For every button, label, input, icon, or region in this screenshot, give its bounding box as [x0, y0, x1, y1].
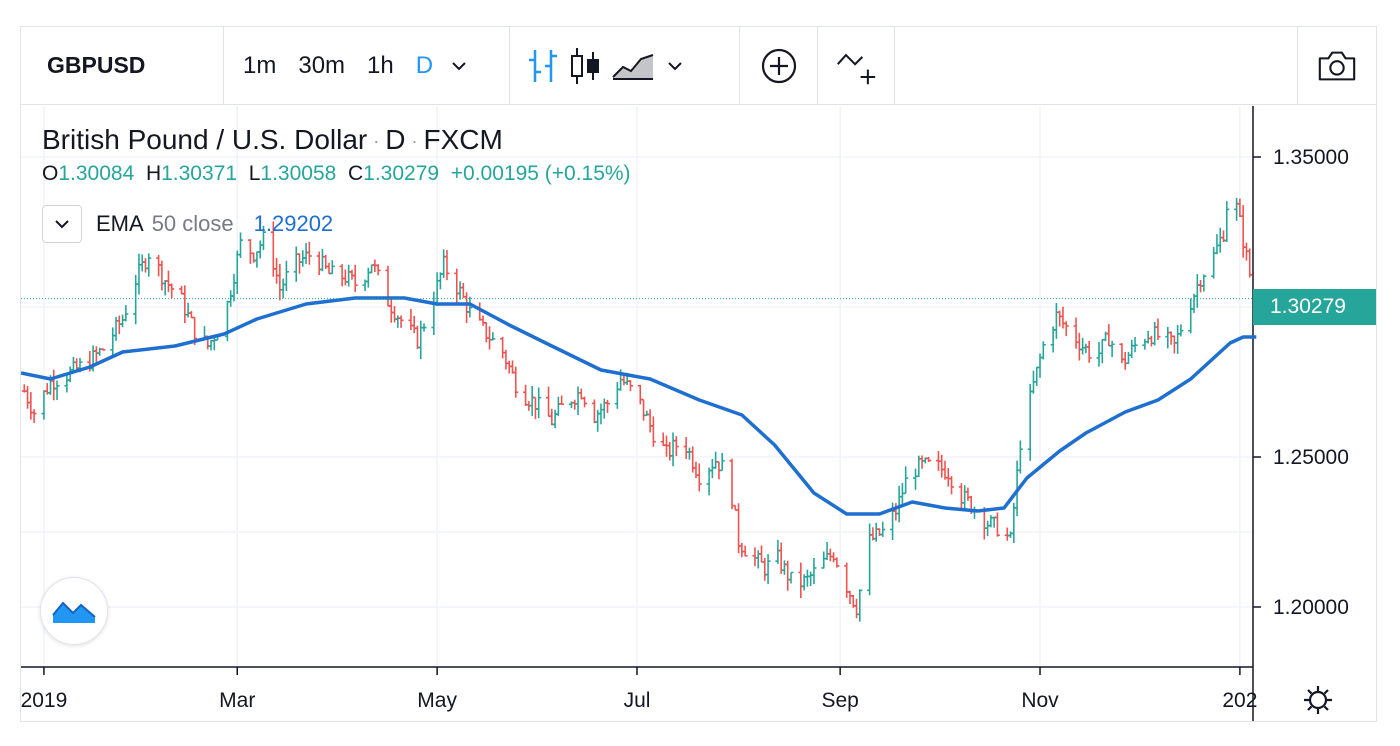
timeframe-1h[interactable]: 1h [367, 51, 394, 79]
add-compare-icon[interactable] [758, 42, 800, 90]
chevron-down-icon[interactable] [660, 46, 690, 86]
timeframe-1m[interactable]: 1m [243, 51, 277, 79]
chart-pane[interactable]: 1.35000 1.25000 1.20000 2019 Mar May Jul Sep Nov… [21, 106, 1378, 721]
open-value: 1.30084 [58, 162, 135, 185]
candles-icon[interactable] [564, 42, 606, 90]
time-tick-label: 2019 [21, 689, 67, 712]
indicator-name[interactable]: EMA [96, 211, 144, 236]
time-tick-label: May [417, 689, 457, 712]
toolbar-divider [1297, 26, 1298, 105]
legend-separator: · [411, 131, 418, 152]
indicator-legend: EMA 50 close 1.29202 [42, 205, 333, 243]
toolbar-divider [817, 26, 818, 105]
time-tick-label: 202 [1222, 689, 1257, 712]
toolbar-divider [223, 26, 224, 105]
area-icon[interactable] [606, 42, 660, 90]
chevron-down-icon[interactable] [444, 46, 474, 86]
current-price-label: 1.30279 [1253, 289, 1376, 325]
indicator-params: 50 close [151, 211, 234, 236]
indicators-group [818, 27, 894, 105]
price-chart[interactable]: 1.35000 1.25000 1.20000 2019 Mar May Jul Sep Nov… [21, 106, 1376, 721]
time-tick-label: Nov [1021, 689, 1059, 712]
indicator-value: 1.29202 [253, 211, 334, 236]
snapshot-group [1298, 27, 1376, 105]
legend-separator: · [373, 131, 380, 152]
time-tick-label: Mar [219, 689, 255, 712]
symbol-description: British Pound / U.S. Dollar [42, 124, 368, 155]
symbol-label: GBPUSD [47, 52, 146, 78]
close-value: 1.30279 [363, 162, 440, 185]
legend-title: British Pound / U.S. Dollar · D · FXCM [42, 124, 631, 156]
bars-icon[interactable] [522, 42, 564, 90]
indicators-icon[interactable] [835, 42, 877, 90]
camera-icon[interactable] [1316, 42, 1358, 90]
price-tick-label: 1.35000 [1273, 146, 1349, 169]
high-label: H [145, 162, 162, 185]
chart-widget: GBPUSD 1m 30m 1h D [20, 26, 1377, 722]
legend-interval: D [385, 124, 406, 155]
timeframe-30m[interactable]: 30m [298, 51, 346, 79]
time-tick-label: Jul [624, 689, 651, 712]
close-label: C [347, 162, 364, 185]
chart-style-group [510, 27, 739, 105]
price-tick-label: 1.25000 [1273, 446, 1349, 469]
low-label: L [248, 162, 261, 185]
ohlc-values: O1.30084 H1.30371 L1.30058 C1.30279 +0.0… [42, 162, 631, 186]
chevron-down-icon[interactable] [42, 205, 82, 243]
tradingview-logo-icon[interactable] [40, 577, 108, 645]
symbol-search-button[interactable]: GBPUSD [21, 27, 223, 105]
low-value: 1.30058 [260, 162, 337, 185]
legend-source: FXCM [423, 124, 503, 155]
chart-legend: British Pound / U.S. Dollar · D · FXCM O1.30… [42, 124, 631, 186]
toolbar-divider [509, 26, 510, 105]
timeframe-d[interactable]: D [415, 51, 434, 79]
chart-toolbar: GBPUSD 1m 30m 1h D [21, 26, 1376, 105]
ema-line [21, 296, 1257, 516]
time-tick-label: Sep [821, 689, 858, 712]
toolbar-divider [894, 26, 895, 105]
timeframe-group: 1m 30m 1h D [224, 27, 509, 105]
toolbar-divider [739, 26, 740, 105]
settings-gear-icon[interactable] [1296, 678, 1340, 722]
change-value: +0.00195 (+0.15%) [450, 162, 631, 185]
high-value: 1.30371 [161, 162, 238, 185]
open-label: O [42, 162, 59, 185]
compare-group [740, 27, 817, 105]
price-tick-label: 1.20000 [1273, 596, 1349, 619]
